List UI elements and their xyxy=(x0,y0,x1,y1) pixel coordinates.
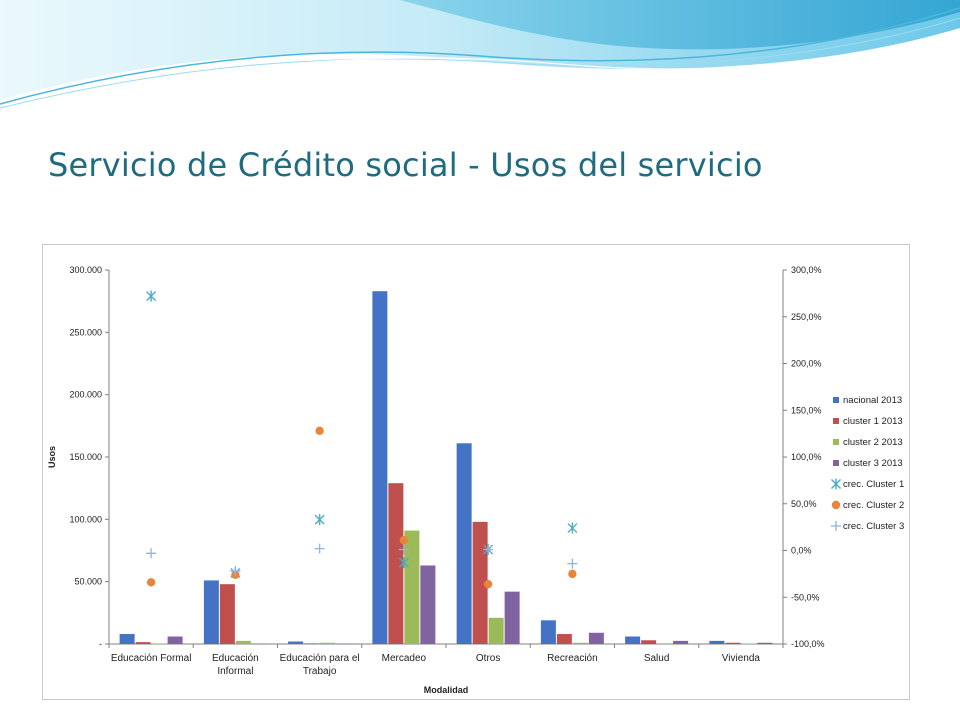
marker-point xyxy=(399,536,409,545)
bar xyxy=(472,521,488,644)
x-tick-label: Trabajo xyxy=(303,666,337,677)
slide-title: Servicio de Crédito social - Usos del se… xyxy=(48,146,763,184)
marker-point xyxy=(146,578,156,587)
bar xyxy=(119,634,135,644)
y2-tick-label: 250,0% xyxy=(791,312,822,322)
y2-tick-label: 0,0% xyxy=(791,546,812,556)
marker-point xyxy=(483,579,493,589)
x-tick-label: Mercadeo xyxy=(382,653,427,664)
marker-point xyxy=(567,558,578,569)
x-tick-label: Recreación xyxy=(547,653,598,664)
legend-label: crec. Cluster 2 xyxy=(843,500,904,511)
marker-point xyxy=(568,569,577,579)
legend-label: cluster 2 2013 xyxy=(843,437,903,448)
y2-tick-label: -100,0% xyxy=(791,639,825,649)
y-tick-label: 250.000 xyxy=(69,327,102,337)
x-tick-label: Educación para el xyxy=(280,653,360,664)
bar xyxy=(456,443,472,644)
legend-label: crec. Cluster 3 xyxy=(843,521,904,532)
legend-label: cluster 1 2013 xyxy=(843,416,903,427)
marker-point xyxy=(314,514,325,526)
x-axis-title: Modalidad xyxy=(424,685,469,695)
marker-point xyxy=(230,566,241,577)
marker-point xyxy=(483,544,494,555)
bar xyxy=(673,640,689,644)
usos-chart: - 50.000 100.000 150.000 200.000 250.000 300.0… xyxy=(47,265,904,695)
bar xyxy=(219,584,235,644)
legend-label: cluster 3 2013 xyxy=(843,458,903,469)
bar xyxy=(540,620,556,644)
x-tick-label: Vivienda xyxy=(722,653,761,664)
marker-point xyxy=(831,500,841,510)
bar xyxy=(657,643,673,644)
bar xyxy=(725,642,741,644)
bar xyxy=(757,642,773,644)
y2-tick-label: 100,0% xyxy=(791,452,822,462)
y-tick-label: 50.000 xyxy=(74,577,102,587)
bar xyxy=(304,643,320,644)
y-tick-label: 200.000 xyxy=(69,390,102,400)
bar xyxy=(203,580,219,644)
bar xyxy=(235,640,251,644)
y-tick-label: 300.000 xyxy=(69,265,102,275)
legend-label: crec. Cluster 1 xyxy=(843,479,904,490)
marker-point xyxy=(146,290,157,302)
bar xyxy=(641,640,657,644)
bar xyxy=(388,483,404,644)
y2-tick-label: 50,0% xyxy=(791,499,817,509)
y-tick-label: 150.000 xyxy=(69,452,102,462)
y-axis-title: Usos xyxy=(47,446,57,468)
y2-tick-label: 200,0% xyxy=(791,359,822,369)
bar xyxy=(336,643,352,645)
marker-point xyxy=(831,478,841,490)
bar xyxy=(151,643,167,645)
legend-swatch xyxy=(833,460,839,466)
y2-tick-label: 150,0% xyxy=(791,405,822,415)
x-tick-label: Educación Formal xyxy=(111,653,192,664)
bar xyxy=(420,565,436,644)
bar xyxy=(556,634,572,644)
bar xyxy=(288,641,304,644)
marker-point xyxy=(314,543,325,554)
marker-point xyxy=(567,522,578,534)
y2-tick-label: 300,0% xyxy=(791,265,822,275)
chart-frame: - 50.000 100.000 150.000 200.000 250.000 300.0… xyxy=(42,244,910,700)
x-tick-label: Informal xyxy=(217,666,253,677)
bar xyxy=(572,642,588,644)
legend-swatch xyxy=(833,397,839,403)
marker-point xyxy=(146,548,157,559)
decorative-wave-banner xyxy=(0,0,960,109)
y-tick-label: - xyxy=(99,639,102,649)
legend-label: nacional 2013 xyxy=(843,395,902,406)
bar xyxy=(167,636,183,644)
x-tick-label: Salud xyxy=(644,653,670,664)
bar xyxy=(741,643,757,645)
bar xyxy=(504,591,520,644)
marker-point xyxy=(831,521,841,531)
y-tick-label: 100.000 xyxy=(69,514,102,524)
bar xyxy=(320,642,336,644)
bar xyxy=(709,640,725,644)
bar xyxy=(488,617,504,644)
marker-point xyxy=(398,557,409,569)
y2-tick-label: -50,0% xyxy=(791,592,820,602)
bar xyxy=(251,643,267,645)
x-tick-label: Otros xyxy=(476,653,500,664)
legend-swatch xyxy=(833,439,839,445)
bar xyxy=(135,642,151,644)
bar xyxy=(625,636,641,644)
bar xyxy=(588,632,604,644)
x-tick-label: Educación xyxy=(212,653,259,664)
bar xyxy=(372,291,388,644)
marker-point xyxy=(398,544,409,555)
bar xyxy=(404,530,420,644)
legend-swatch xyxy=(833,418,839,424)
marker-point xyxy=(315,426,324,436)
